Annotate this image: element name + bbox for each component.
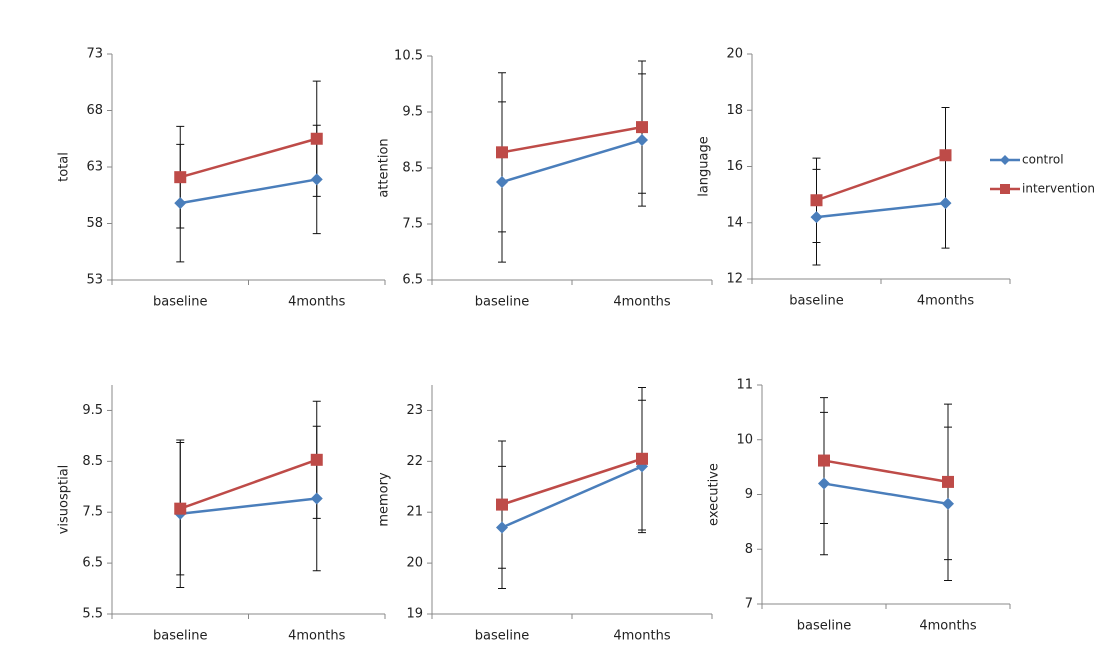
y-tick-label: 18 (726, 103, 743, 118)
x-tick-label: 4months (919, 619, 976, 634)
point (818, 477, 830, 490)
point (636, 121, 648, 134)
y-axis-label: attention (377, 138, 392, 197)
y-axis-label: executive (707, 463, 722, 526)
legend-marker (1000, 184, 1010, 194)
point (496, 521, 508, 534)
x-tick-label: 4months (288, 629, 345, 644)
y-tick-label: 20 (406, 556, 423, 571)
point (310, 492, 323, 505)
y-axis-label: visuosptial (57, 465, 72, 535)
point (310, 173, 323, 186)
series-line (179, 137, 318, 179)
legend-label: intervention (1022, 182, 1095, 196)
y-tick-label: 9.5 (402, 105, 423, 120)
y-axis-label: language (697, 136, 712, 197)
point (810, 194, 823, 207)
y-tick-label: 21 (406, 505, 423, 520)
point (636, 134, 648, 146)
y-tick-label: 5.5 (82, 607, 103, 622)
point (496, 146, 508, 159)
point (810, 211, 823, 224)
x-tick-label: 4months (917, 294, 974, 309)
panel: 12 14 16 18 20 baseline 4months language control… (697, 47, 1096, 309)
x-tick-label: baseline (153, 295, 207, 310)
point (310, 453, 323, 466)
panel: 53 58 63 68 73 baseline 4months total (57, 47, 386, 310)
y-tick-label: 16 (726, 159, 743, 174)
y-axis-label: memory (377, 472, 392, 527)
x-tick-label: baseline (475, 295, 529, 310)
point (174, 502, 187, 515)
legend-marker (1000, 155, 1010, 165)
x-tick-label: 4months (613, 629, 670, 644)
point (496, 176, 508, 188)
series-line (501, 125, 643, 154)
x-tick-label: 4months (288, 295, 345, 310)
point (939, 149, 952, 162)
y-tick-label: 8.5 (402, 161, 423, 176)
y-tick-label: 58 (86, 216, 103, 231)
panel: 6.5 7.5 8.5 9.5 10.5 baseline 4months attention (377, 49, 713, 310)
y-tick-label: 7.5 (82, 505, 103, 520)
series-line (180, 178, 317, 205)
series-line (501, 138, 643, 184)
x-tick-label: baseline (475, 629, 529, 644)
x-tick-label: baseline (153, 629, 207, 644)
y-tick-label: 22 (406, 454, 423, 469)
y-tick-label: 53 (86, 273, 103, 288)
y-tick-label: 8.5 (82, 454, 103, 469)
y-tick-label: 19 (406, 607, 423, 622)
legend-label: control (1022, 153, 1064, 167)
series-line (816, 201, 946, 219)
point (942, 475, 954, 488)
x-tick-label: baseline (797, 619, 851, 634)
y-tick-label: 11 (736, 378, 753, 393)
point (310, 132, 323, 145)
panel: 7 8 9 10 11 baseline 4months executive (707, 378, 1011, 634)
y-tick-label: 73 (86, 47, 103, 62)
y-tick-label: 10.5 (394, 49, 423, 64)
panel: 19 20 21 22 23 baseline 4months memory (377, 385, 713, 644)
point (942, 497, 954, 510)
y-tick-label: 12 (726, 272, 743, 287)
x-tick-label: baseline (789, 294, 843, 309)
series-line (823, 482, 949, 506)
y-tick-label: 6.5 (402, 273, 423, 288)
point (174, 171, 187, 184)
panel: 5.5 6.5 7.5 8.5 9.5 baseline 4months visuosptia… (57, 385, 386, 644)
point (818, 454, 830, 467)
y-tick-label: 9 (745, 487, 753, 502)
y-tick-label: 10 (736, 432, 753, 447)
point (636, 452, 648, 465)
point (939, 197, 952, 210)
series-line (501, 465, 643, 529)
point (174, 197, 187, 210)
y-tick-label: 23 (406, 403, 423, 418)
series-line (179, 458, 318, 510)
series-line (823, 459, 949, 484)
y-tick-label: 63 (86, 160, 103, 175)
y-tick-label: 8 (745, 542, 753, 557)
y-tick-label: 7.5 (402, 217, 423, 232)
y-tick-label: 9.5 (82, 403, 103, 418)
series-line (816, 154, 946, 202)
y-axis-label: total (57, 152, 72, 182)
y-tick-label: 20 (726, 47, 743, 62)
y-tick-label: 14 (726, 215, 743, 230)
series-line (180, 497, 317, 515)
y-tick-label: 68 (86, 103, 103, 118)
x-tick-label: 4months (613, 295, 670, 310)
point (496, 498, 508, 511)
y-tick-label: 7 (745, 597, 753, 612)
series-line (501, 457, 643, 506)
y-tick-label: 6.5 (82, 556, 103, 571)
